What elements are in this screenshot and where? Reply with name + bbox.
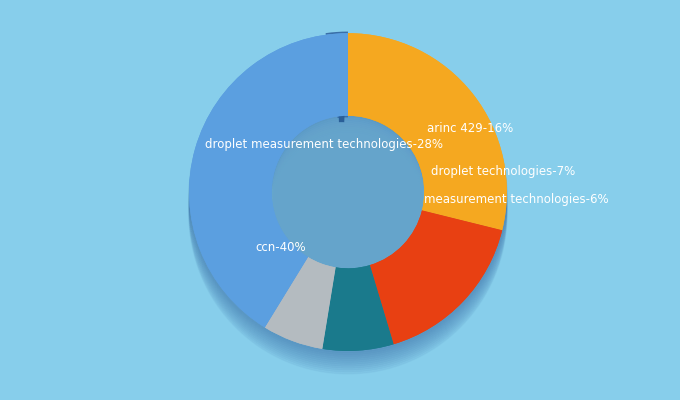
- Circle shape: [189, 45, 507, 362]
- Circle shape: [189, 50, 507, 368]
- Wedge shape: [189, 33, 348, 328]
- Circle shape: [272, 133, 424, 286]
- Circle shape: [272, 129, 424, 282]
- Wedge shape: [322, 265, 394, 351]
- Circle shape: [272, 131, 424, 284]
- Circle shape: [189, 56, 507, 374]
- Wedge shape: [348, 33, 507, 230]
- Circle shape: [189, 46, 507, 364]
- Circle shape: [272, 122, 424, 274]
- Circle shape: [272, 127, 424, 280]
- Wedge shape: [370, 210, 502, 344]
- Circle shape: [272, 124, 424, 276]
- Wedge shape: [265, 257, 336, 349]
- Wedge shape: [189, 33, 348, 328]
- Circle shape: [272, 137, 424, 289]
- Wedge shape: [326, 32, 348, 118]
- Circle shape: [189, 39, 507, 357]
- Wedge shape: [336, 40, 347, 122]
- Wedge shape: [348, 33, 507, 230]
- Wedge shape: [370, 210, 502, 344]
- Circle shape: [272, 135, 424, 287]
- Circle shape: [189, 52, 507, 370]
- Text: measurement technologies-6%: measurement technologies-6%: [424, 194, 609, 206]
- Circle shape: [189, 37, 507, 355]
- Text: ccn-40%: ccn-40%: [256, 241, 307, 254]
- Circle shape: [189, 54, 507, 372]
- Circle shape: [272, 118, 424, 270]
- Wedge shape: [265, 257, 336, 349]
- Text: droplet measurement technologies-28%: droplet measurement technologies-28%: [205, 138, 443, 151]
- Circle shape: [189, 35, 507, 353]
- Circle shape: [272, 125, 424, 278]
- Wedge shape: [322, 265, 394, 351]
- Circle shape: [272, 120, 424, 272]
- Text: arinc 429-16%: arinc 429-16%: [428, 122, 513, 135]
- Circle shape: [189, 43, 507, 360]
- Circle shape: [189, 41, 507, 358]
- Text: droplet technologies-7%: droplet technologies-7%: [430, 165, 575, 178]
- Circle shape: [272, 139, 424, 291]
- Circle shape: [189, 48, 507, 366]
